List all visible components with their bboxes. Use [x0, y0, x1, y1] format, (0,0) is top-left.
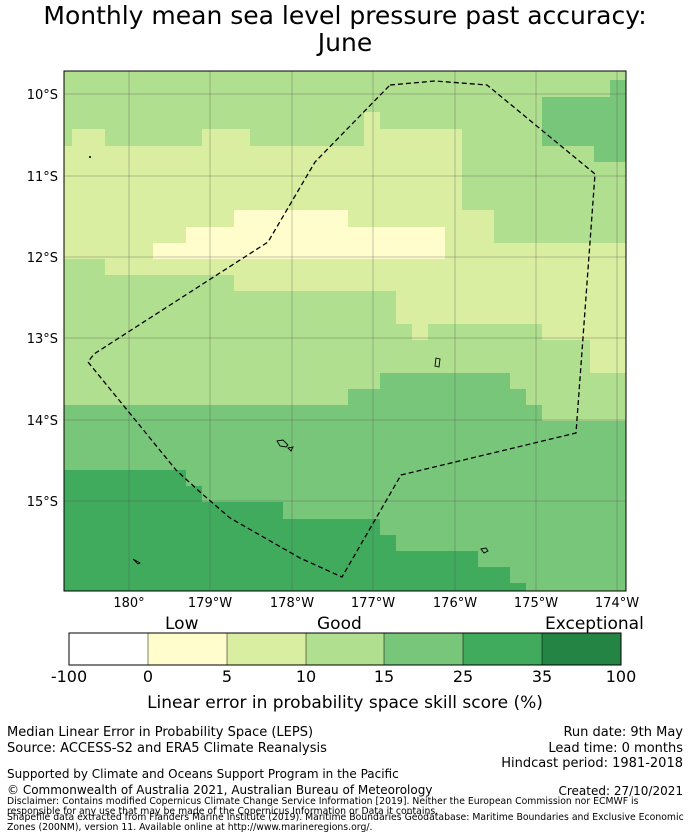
island-southwest: [132, 558, 141, 565]
lon-label: 175°W: [514, 596, 558, 611]
colorbar-tick: 5: [221, 667, 233, 686]
lat-label: 13°S: [27, 332, 58, 347]
run-date-text: Run date: 9th May: [563, 725, 683, 740]
colorbar-swatch: [463, 633, 542, 665]
colorbar-swatch: [542, 633, 621, 665]
colorbar-swatch: [148, 633, 227, 665]
island-outlines: [88, 155, 489, 565]
disclaimer-line: responsible for any use that may be made…: [7, 806, 439, 817]
colorbar-swatch: [306, 633, 384, 665]
colorbar-label-good: Good: [317, 614, 362, 634]
disclaimer-line: Disclaimer: Contains modified Copernicus…: [7, 796, 639, 807]
lon-label: 176°W: [433, 596, 477, 611]
lat-label: 10°S: [27, 88, 58, 103]
colorbar-swatch: [69, 633, 148, 665]
colorbar-dividers: [147, 633, 543, 665]
lat-label: 15°S: [27, 495, 58, 510]
map-title-line-1: Monthly mean sea level pressure past acc…: [43, 1, 647, 30]
skill-zone-medium-ne: [542, 80, 626, 162]
island-north: [434, 357, 441, 368]
lat-label: 12°S: [27, 251, 58, 266]
created-text: Created: 27/10/2021: [558, 784, 683, 798]
colorbar-tick: 10: [295, 667, 317, 686]
map-panel: [64, 71, 626, 591]
lon-label: 180°: [113, 596, 144, 611]
lead-time-text: Lead time: 0 months: [548, 741, 683, 756]
skill-zone-dark: [64, 470, 526, 591]
lon-label: 177°W: [351, 596, 395, 611]
colorbar-label-low: Low: [165, 614, 199, 634]
lat-label: 14°S: [27, 414, 58, 429]
colorbar: [68, 632, 622, 666]
source-text: Source: ACCESS-S2 and ERA5 Climate Reana…: [7, 741, 327, 756]
colorbar-swatch: [227, 633, 306, 665]
colorbar-tick: 0: [142, 667, 154, 686]
lat-axis: 10°S 11°S 12°S 13°S 14°S 15°S: [27, 88, 58, 510]
colorbar-title: Linear error in probability space skill …: [147, 693, 543, 713]
colorbar-tick: 15: [373, 667, 395, 686]
island-south: [480, 547, 489, 554]
colorbar-tick: 35: [531, 667, 553, 686]
lon-label: 178°W: [270, 596, 314, 611]
lon-label: 179°W: [188, 596, 232, 611]
colorbar-frame: [68, 632, 622, 666]
disclaimer-line: Shapefile data extracted from Flanders M…: [7, 812, 684, 823]
island-central: [276, 439, 294, 452]
map-gridlines: [64, 71, 626, 591]
hindcast-text: Hindcast period: 1981-2018: [501, 756, 683, 771]
map-title-line-2: June: [317, 28, 373, 57]
eez-boundary: [87, 80, 596, 578]
lon-axis: 180° 179°W 178°W 177°W 176°W 175°W 174°W: [113, 596, 639, 611]
disclaimer-line: Zones (200NM), version 11. Available onl…: [7, 822, 373, 833]
skill-zone-pale: [153, 210, 445, 259]
lon-label: 174°W: [595, 596, 639, 611]
copyright-text: © Commonwealth of Australia 2021, Austra…: [7, 783, 433, 797]
colorbar-tick: 100: [605, 667, 637, 686]
colorbar-label-exceptional: Exceptional: [545, 614, 644, 634]
map-frame: [63, 70, 627, 592]
colorbar-tick: -100: [50, 667, 88, 686]
colorbar-swatch: [384, 633, 463, 665]
island-dot: [88, 155, 92, 159]
colorbar-tick: 25: [452, 667, 474, 686]
method-text: Median Linear Error in Probability Space…: [7, 725, 314, 740]
support-text: Supported by Climate and Oceans Support …: [7, 767, 399, 781]
lat-label: 11°S: [27, 170, 58, 185]
